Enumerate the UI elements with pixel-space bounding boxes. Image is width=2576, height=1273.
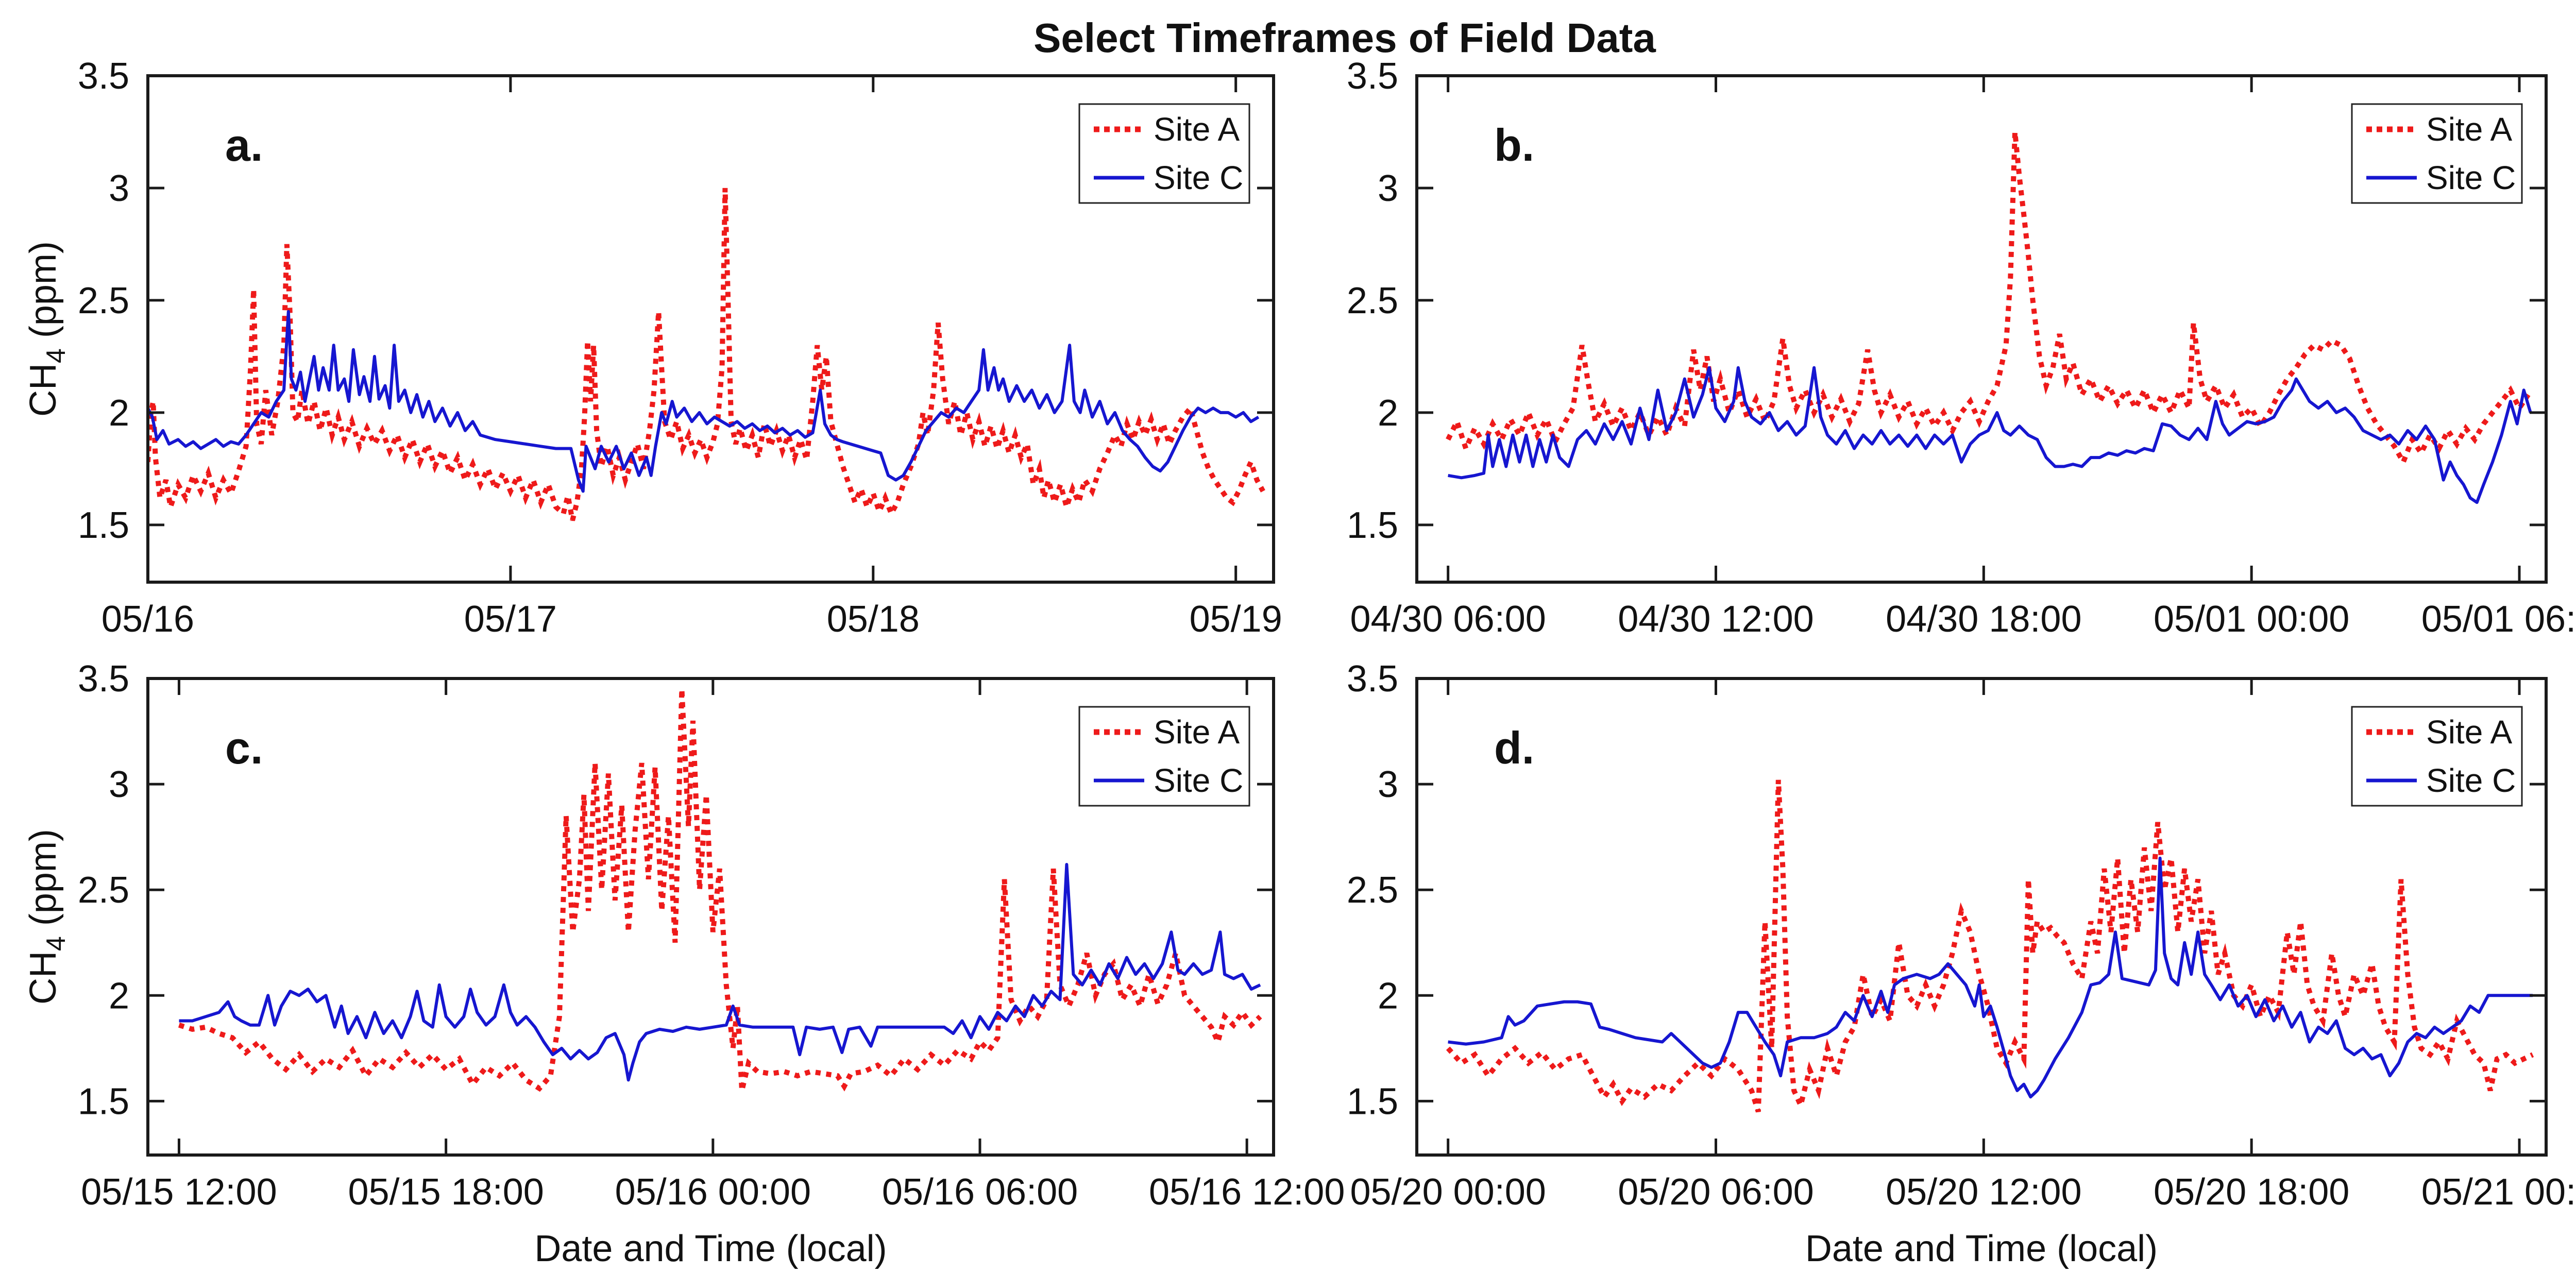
y-tick-label: 2.5	[1347, 870, 1398, 911]
panel-c: 05/15 12:00 05/15 18:00 05/16 00:00 05/16 0…	[23, 658, 1345, 1269]
y-tick-label: 1.5	[78, 505, 129, 546]
legend-label: Site A	[1154, 111, 1240, 148]
legend-label: Site A	[2426, 714, 2513, 751]
x-tick-label: 04/30 18:00	[1886, 599, 2081, 640]
axes-box	[1415, 74, 2548, 584]
y-tick-label: 3.5	[1347, 658, 1398, 700]
x-tick-label: 05/16 00:00	[615, 1172, 811, 1213]
y-tick-label: 2	[109, 393, 129, 434]
x-tick-label: 05/18	[827, 599, 920, 640]
x-tick-label: 05/21 00:00	[2421, 1172, 2576, 1213]
panel-letter: c.	[225, 722, 263, 773]
x-tick-label: 05/17	[464, 599, 557, 640]
axes-box	[146, 74, 1275, 584]
x-tick-label: 05/20 18:00	[2154, 1172, 2349, 1213]
y-tick-label: 3.5	[78, 56, 129, 97]
y-tick-label: 2.5	[1347, 280, 1398, 321]
y-tick-label: 3	[109, 168, 129, 209]
x-tick-label: 05/16 12:00	[1149, 1172, 1345, 1213]
axes-box	[146, 677, 1275, 1157]
y-tick-label: 2	[109, 975, 129, 1016]
axes-box	[1415, 677, 2548, 1157]
y-tick-label: 3	[109, 764, 129, 805]
legend-label: Site C	[1154, 762, 1243, 799]
legend-label: Site A	[1154, 714, 1240, 751]
figure-title: Select Timeframes of Field Data	[1033, 15, 1656, 61]
legend: Site A Site C	[1078, 103, 1250, 204]
legend-box	[1078, 103, 1250, 204]
x-tick-label: 05/16	[101, 599, 194, 640]
panel-d: 05/20 00:00 05/20 06:00 05/20 12:00 05/20 1…	[1347, 658, 2576, 1269]
x-tick-label: 05/16 06:00	[882, 1172, 1078, 1213]
x-tick-label: 05/15 18:00	[348, 1172, 544, 1213]
series-site-a	[148, 188, 1265, 521]
panel-a: 05/16 05/17 05/18 05/19 1.5 2 2.5 3 3.5 a. CH4 (pp…	[23, 56, 1282, 640]
y-tick-label: 3	[1378, 764, 1398, 805]
y-tick-label: 2.5	[78, 280, 129, 321]
x-tick-label: 05/20 06:00	[1618, 1172, 1814, 1213]
x-axis-label: Date and Time (local)	[534, 1228, 887, 1269]
y-axis-label: CH4 (ppm)	[23, 241, 71, 417]
x-tick-label: 05/20 12:00	[1886, 1172, 2081, 1213]
panel-letter: b.	[1494, 120, 1534, 171]
panel-b: 04/30 06:00 04/30 12:00 04/30 18:00 05/01 0…	[1347, 56, 2576, 640]
legend: Site A Site C	[1078, 706, 1250, 807]
x-axis-label: Date and Time (local)	[1805, 1228, 2158, 1269]
y-tick-label: 2.5	[78, 870, 129, 911]
series-site-a	[1446, 779, 2534, 1113]
panel-letter: d.	[1494, 722, 1534, 773]
x-tick-label: 05/01 00:00	[2154, 599, 2349, 640]
series-site-c	[179, 863, 1261, 1082]
y-tick-label: 3.5	[78, 658, 129, 700]
series-site-c	[148, 310, 1260, 493]
legend-label: Site C	[2426, 762, 2516, 799]
series-site-c	[1448, 856, 2533, 1099]
legend: Site A Site C	[2351, 103, 2523, 204]
legend-box	[2351, 103, 2523, 204]
x-tick-label: 04/30 12:00	[1618, 599, 1814, 640]
y-tick-label: 1.5	[78, 1081, 129, 1122]
y-tick-label: 1.5	[1347, 505, 1398, 546]
x-tick-label: 05/20 00:00	[1350, 1172, 1546, 1213]
x-tick-label: 05/01 06:00	[2421, 599, 2576, 640]
series-site-a	[1446, 131, 2531, 468]
x-tick-label: 04/30 06:00	[1350, 599, 1546, 640]
legend-label: Site C	[2426, 159, 2516, 196]
panel-letter: a.	[225, 120, 263, 171]
y-tick-label: 3	[1378, 168, 1398, 209]
y-tick-label: 2	[1378, 975, 1398, 1016]
series-site-c	[1448, 366, 2532, 504]
legend-box	[1078, 706, 1250, 807]
legend: Site A Site C	[2351, 706, 2523, 807]
y-tick-label: 3.5	[1347, 56, 1398, 97]
y-tick-label: 1.5	[1347, 1081, 1398, 1122]
legend-label: Site C	[1154, 159, 1243, 196]
y-tick-label: 2	[1378, 393, 1398, 434]
legend-label: Site A	[2426, 111, 2513, 148]
y-axis-label: CH4 (ppm)	[23, 829, 71, 1005]
legend-box	[2351, 706, 2523, 807]
x-tick-label: 05/15 12:00	[81, 1172, 277, 1213]
x-tick-label: 05/19	[1190, 599, 1282, 640]
